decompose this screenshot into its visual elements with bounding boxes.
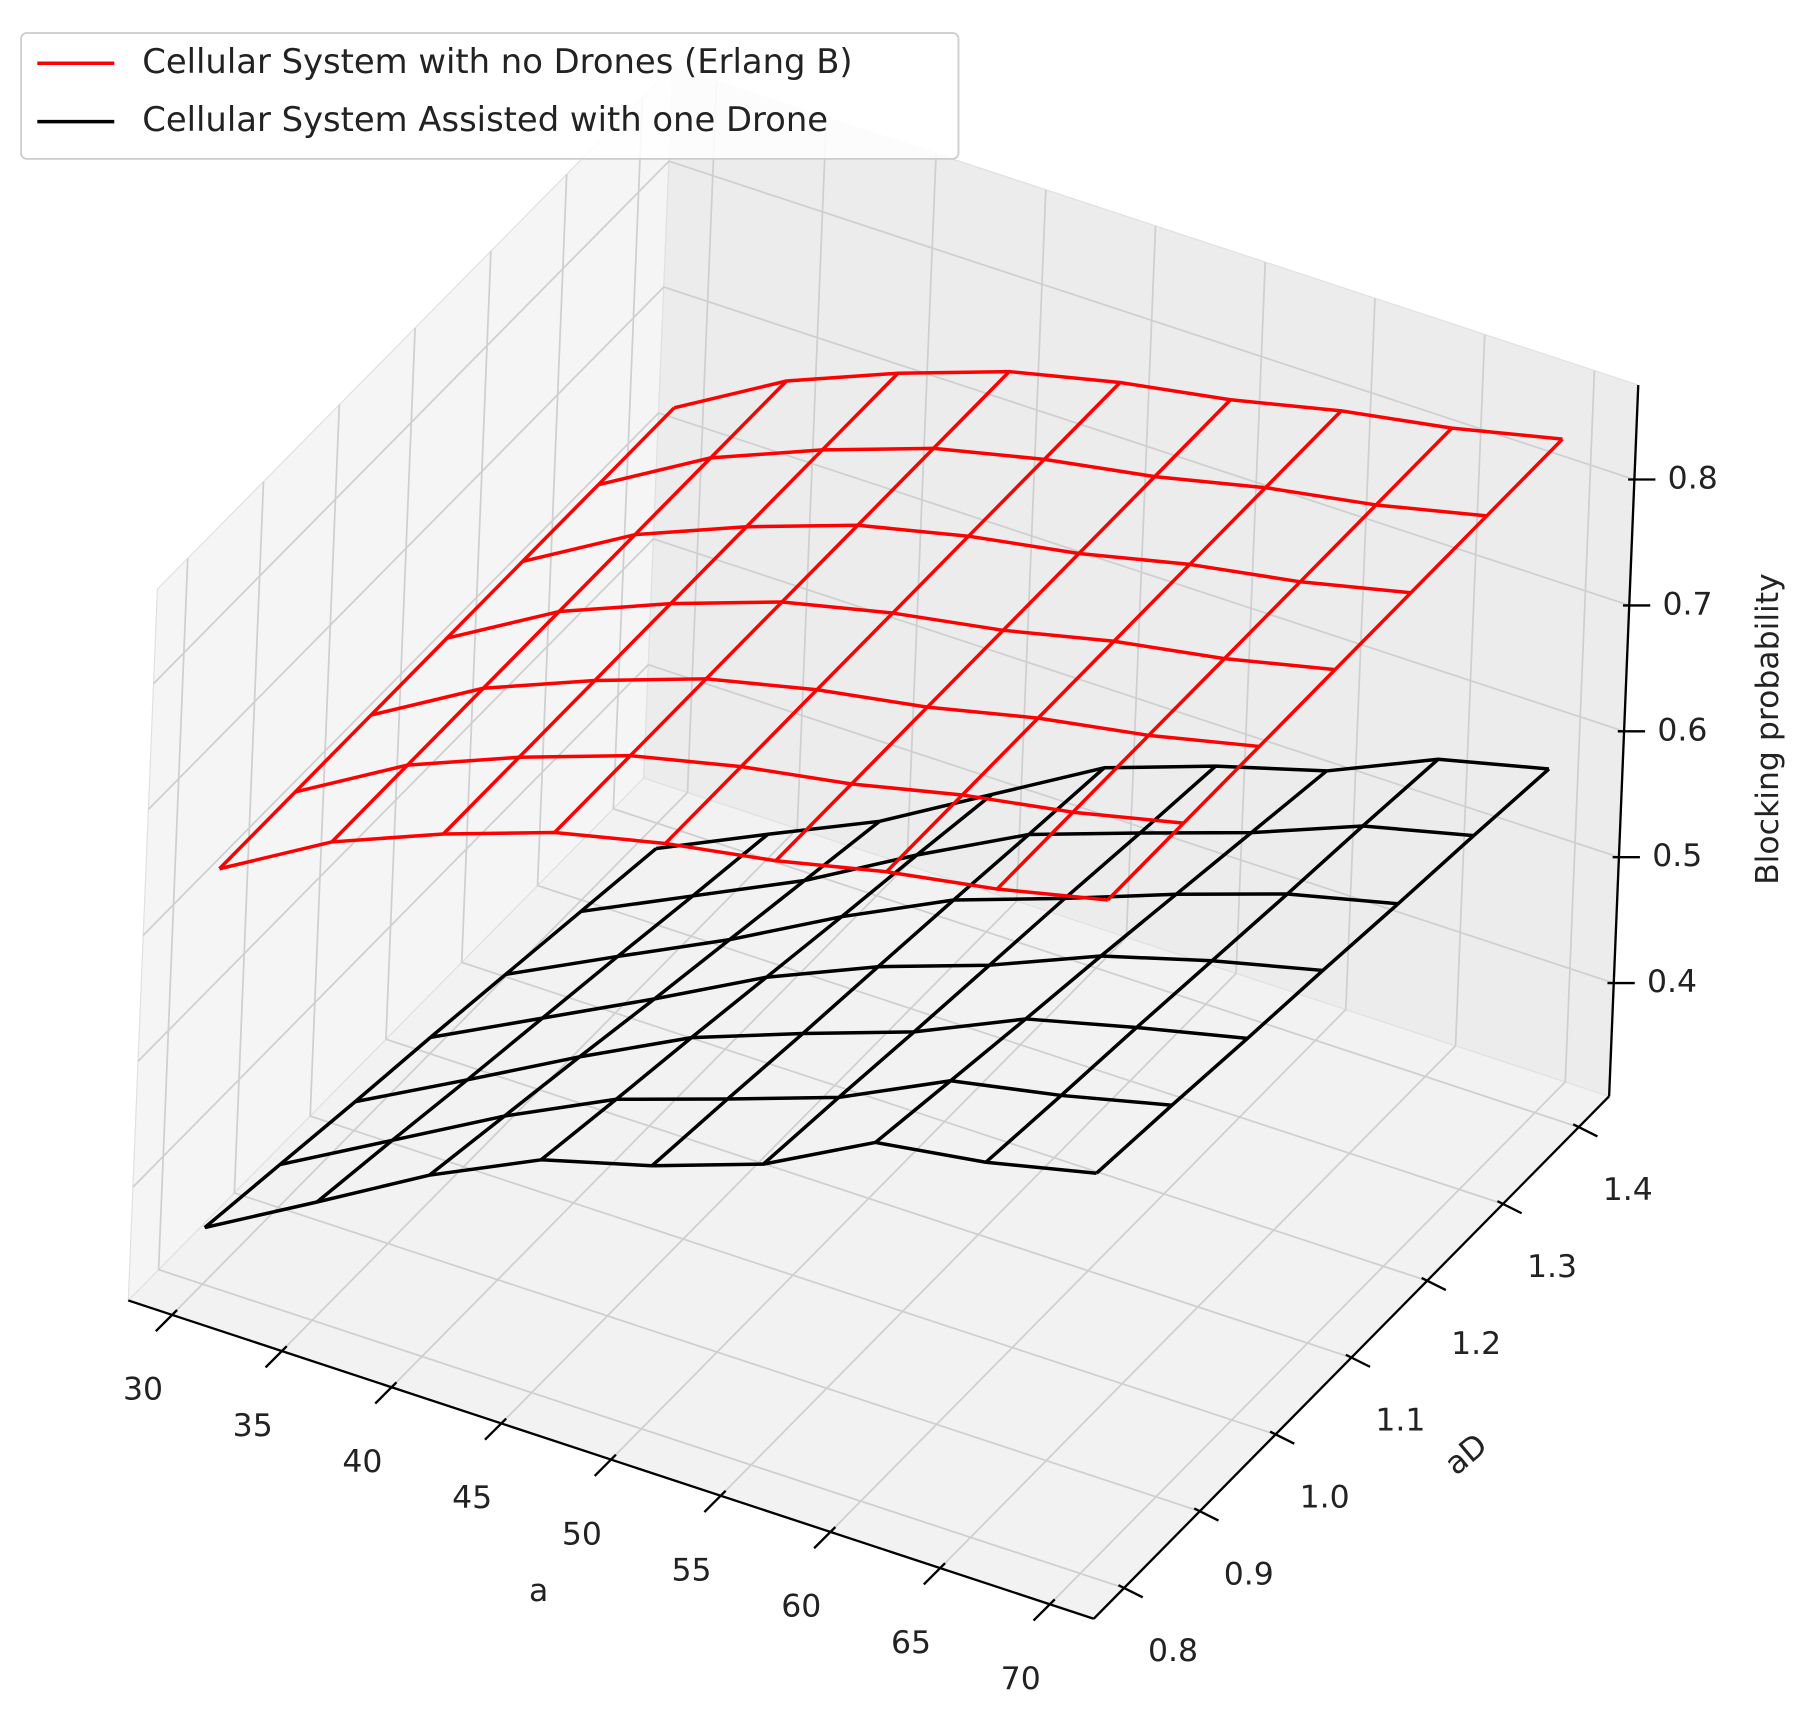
tick-mark: [154, 1309, 178, 1333]
tick-label: 0.9: [1224, 1556, 1274, 1592]
grid-line: [309, 404, 1276, 1436]
grid-line: [939, 334, 1486, 1569]
surface-column: [1095, 767, 1551, 1175]
tick-mark: [1421, 1276, 1447, 1292]
surface-column: [218, 406, 676, 870]
tick-label: 30: [123, 1372, 163, 1408]
z-axis-label: Blocking probability: [1750, 573, 1786, 885]
grid-line: [147, 286, 1630, 811]
legend-label: Cellular System Assisted with one Drone: [142, 100, 828, 139]
tick-label: 65: [891, 1625, 931, 1661]
tick-mark: [374, 1381, 398, 1405]
grid-line: [385, 327, 1352, 1359]
surface-column: [774, 398, 1232, 862]
surface-column: [762, 764, 1217, 1166]
tick-mark: [1117, 1584, 1144, 1599]
tick-label: 40: [342, 1444, 382, 1480]
grid-line: [152, 160, 1635, 685]
tick-label: 0.4: [1647, 964, 1697, 1000]
surface-column: [650, 766, 1106, 1168]
surface-column: [995, 426, 1454, 891]
tick-label: 0.8: [1668, 461, 1718, 497]
x-axis-label: a: [529, 1573, 548, 1609]
surface-column: [664, 381, 1122, 845]
surface-column: [203, 847, 658, 1229]
tick-label: 1.3: [1527, 1249, 1577, 1285]
tick-label: 45: [452, 1480, 492, 1516]
surface-column: [1106, 437, 1564, 902]
tick-mark: [1572, 1123, 1598, 1138]
grid-line: [132, 663, 1615, 1188]
tick-label: 55: [672, 1553, 712, 1589]
tick-label: 1.0: [1300, 1480, 1350, 1516]
tick-mark: [1193, 1507, 1220, 1522]
tick-label: 60: [781, 1589, 821, 1625]
legend-label: Cellular System with no Drones (Erlang B…: [142, 42, 852, 81]
grid-line: [829, 298, 1376, 1533]
grid-line: [1049, 370, 1596, 1605]
tick-mark: [1345, 1353, 1371, 1368]
tick-mark: [703, 1490, 727, 1513]
tick-label: 0.7: [1663, 586, 1713, 622]
surface-column: [540, 793, 994, 1162]
tick-label: 1.2: [1451, 1326, 1501, 1362]
grid-line: [157, 558, 1125, 1589]
surface-column: [428, 819, 881, 1177]
surface-column: [330, 379, 788, 844]
tick-label: 0.6: [1657, 712, 1707, 748]
tick-label: 70: [1001, 1661, 1041, 1697]
tick-mark: [1496, 1200, 1523, 1215]
surface-column: [885, 409, 1343, 874]
tick-mark: [1269, 1430, 1295, 1445]
tick-mark: [922, 1562, 946, 1586]
tick-mark: [813, 1526, 837, 1550]
tick-label: 35: [233, 1408, 273, 1444]
grid-line: [142, 411, 1625, 936]
tick-label: 1.1: [1375, 1403, 1425, 1439]
grid-line: [612, 97, 1580, 1128]
tick-label: 0.8: [1148, 1633, 1198, 1669]
grid-line: [171, 81, 718, 1316]
surface-column: [874, 769, 1328, 1144]
tick-mark: [264, 1345, 288, 1369]
surface-column: [553, 370, 1011, 834]
surface-column: [442, 371, 900, 836]
tick-mark: [484, 1417, 508, 1441]
tick-label: 1.4: [1603, 1172, 1653, 1208]
legend-box: [20, 32, 960, 160]
tick-mark: [593, 1453, 617, 1477]
tick-mark: [1032, 1598, 1056, 1622]
y-axis-label: aD: [1438, 1427, 1494, 1483]
surface-column: [315, 832, 770, 1204]
grid-line: [460, 251, 1428, 1282]
grid-line: [281, 117, 828, 1352]
grid-line: [500, 189, 1047, 1425]
legend: Cellular System with no Drones (Erlang B…: [20, 32, 960, 160]
surface-column: [984, 757, 1440, 1164]
grid-line: [137, 537, 1620, 1062]
tick-label: 0.5: [1652, 838, 1702, 874]
tick-label: 50: [562, 1516, 602, 1552]
grid-line: [233, 481, 1201, 1513]
axis-line: [1607, 385, 1640, 1097]
